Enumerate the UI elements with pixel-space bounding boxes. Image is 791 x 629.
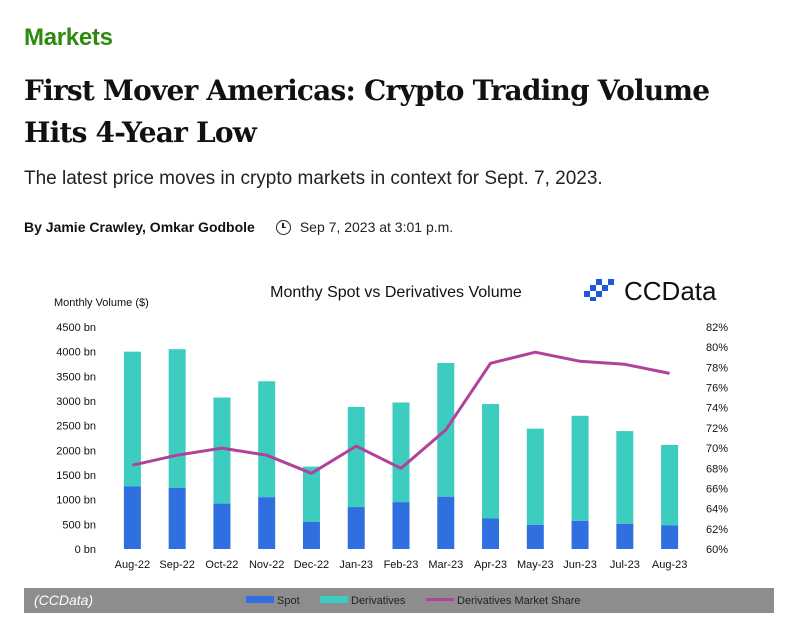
x-tick-label: Jan-23 [339,559,373,571]
y-tick-label: 1000 bn [56,495,96,507]
y-tick-label: 3500 bn [56,371,96,383]
spot-bar [437,496,455,549]
y-tick-label: 4500 bn [56,322,96,334]
spot-bar [258,497,276,549]
x-tick-label: Jul-23 [610,559,640,571]
y2-tick-label: 72% [706,423,728,435]
spot-bar [482,518,500,549]
derivatives-bar [168,349,186,488]
x-tick-label: May-23 [517,559,554,571]
image-caption: (CCData) [34,592,94,608]
derivatives-bar [616,431,634,524]
spot-bar [213,503,231,549]
derivatives-bar [213,397,231,504]
legend-label: Spot [277,595,300,607]
x-tick-label: Jun-23 [563,559,597,571]
x-tick-label: Mar-23 [428,559,463,571]
spot-bar [392,502,410,549]
x-tick-label: Oct-22 [205,559,238,571]
article-subtitle: The latest price moves in crypto markets… [24,168,603,189]
spot-bar [302,521,320,549]
spot-bar [661,525,679,549]
y2-tick-label: 62% [706,524,728,536]
derivatives-bar [482,403,500,519]
spot-bar [168,487,186,549]
spot-bar [123,486,141,549]
market-share-line [132,350,670,475]
derivatives-bar [526,428,544,525]
legend-swatch [320,596,348,603]
y2-tick-label: 64% [706,504,728,516]
y2-tick-label: 66% [706,483,728,495]
y2-tick-label: 80% [706,342,728,354]
ccdata-logo-icon [584,279,614,301]
article-timestamp: Sep 7, 2023 at 3:01 p.m. [299,219,454,235]
y2-tick-label: 68% [706,463,728,475]
y-tick-label: 2500 bn [56,421,96,433]
clock-icon [275,219,291,235]
chart-figure: Monthy Spot vs Derivatives Volume CCData… [24,260,774,613]
x-tick-label: Apr-23 [474,559,507,571]
chart-legend: Spot Derivatives Derivatives Market Share [246,595,581,607]
spot-bar [616,523,634,549]
spot-bar [526,524,544,549]
y-tick-label: 2000 bn [56,445,96,457]
derivatives-bar [258,381,276,498]
derivatives-bar [571,415,589,521]
legend-label: Derivatives [351,595,406,607]
y2-tick-label: 82% [706,322,728,334]
y2-tick-label: 74% [706,403,728,415]
y2-tick-label: 78% [706,362,728,374]
y-tick-label: 0 bn [75,544,96,556]
spot-bar [347,507,365,549]
y-axis-label: Monthly Volume ($) [54,297,149,309]
x-tick-label: Sep-22 [159,559,194,571]
x-tick-label: Aug-22 [115,559,150,571]
derivatives-bar [347,406,365,508]
y2-tick-label: 70% [706,443,728,455]
legend-swatch [246,596,274,603]
derivatives-bar [392,402,410,503]
derivatives-bar [302,466,320,522]
ccdata-brand-text: CCData [624,276,717,306]
section-label[interactable]: Markets [24,24,113,51]
legend-swatch [426,598,454,601]
spot-bar [571,520,589,549]
article-headline: First Mover Americas: Crypto Trading Vol… [24,74,710,149]
article-authors[interactable]: By Jamie Crawley, Omkar Godbole [24,219,255,235]
x-tick-label: Nov-22 [249,559,284,571]
legend-label: Derivatives Market Share [457,595,581,607]
y-tick-label: 3000 bn [56,396,96,408]
y2-tick-label: 76% [706,383,728,395]
derivatives-bar [661,444,679,526]
x-tick-label: Feb-23 [384,559,419,571]
y-tick-label: 500 bn [62,519,96,531]
x-tick-label: Aug-23 [652,559,687,571]
y2-tick-label: 60% [706,544,728,556]
chart-title: Monthy Spot vs Derivatives Volume [270,284,522,301]
derivatives-bar [123,351,141,487]
byline: By Jamie Crawley, Omkar Godbole Sep 7, 2… [24,219,453,235]
y-tick-label: 1500 bn [56,470,96,482]
x-tick-label: Dec-22 [294,559,329,571]
caption-bar: (CCData) [24,588,774,613]
y-tick-label: 4000 bn [56,347,96,359]
volume-chart: Monthy Spot vs Derivatives Volume CCData… [54,276,728,571]
